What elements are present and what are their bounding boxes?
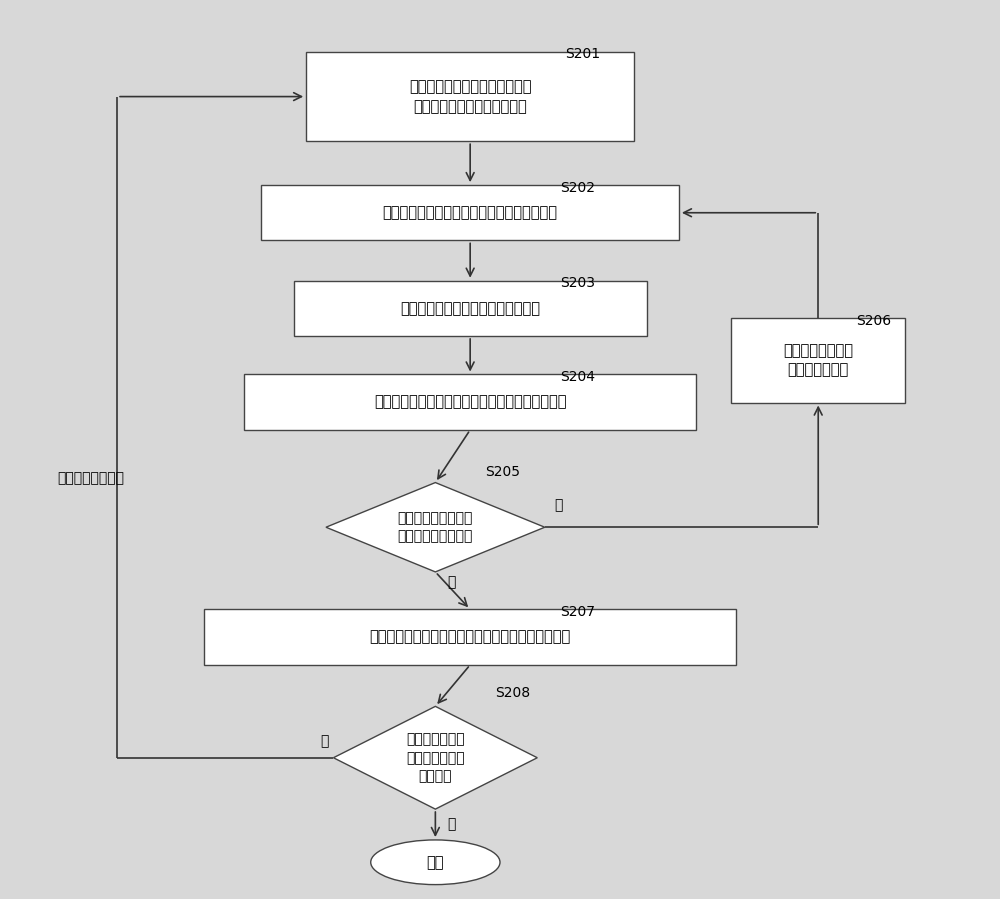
Text: 是: 是: [555, 498, 563, 512]
Text: 第二处理器核数是否
小于第一处理器核数: 第二处理器核数是否 小于第一处理器核数: [398, 511, 473, 543]
Text: 将备份数组的内容
赋值给计算数组: 将备份数组的内容 赋值给计算数组: [783, 343, 853, 378]
FancyBboxPatch shape: [261, 185, 679, 240]
Text: S208: S208: [495, 687, 530, 700]
Text: 将计算课题的计算数组的内容赋
值给所述计算数组的备份数组: 将计算课题的计算数组的内容赋 值给所述计算数组的备份数组: [409, 79, 531, 114]
Text: 否: 否: [447, 574, 456, 589]
Text: S207: S207: [560, 605, 595, 619]
Text: S201: S201: [565, 47, 600, 61]
Text: S205: S205: [485, 465, 520, 479]
Text: 统计可用处理器核数，以获得第一处理器核数: 统计可用处理器核数，以获得第一处理器核数: [383, 205, 558, 220]
Text: 结束: 结束: [427, 855, 444, 869]
FancyBboxPatch shape: [244, 375, 696, 430]
FancyBboxPatch shape: [204, 610, 736, 665]
Text: 否: 否: [320, 734, 328, 749]
FancyBboxPatch shape: [294, 280, 647, 336]
FancyBboxPatch shape: [731, 317, 905, 403]
Text: S204: S204: [560, 370, 595, 384]
Text: S206: S206: [856, 314, 891, 328]
Text: S203: S203: [560, 276, 595, 290]
Text: S202: S202: [560, 181, 595, 195]
Text: 下一核心计算模块: 下一核心计算模块: [57, 471, 124, 485]
Text: 再次统计可用处理器核数，以获得第二处理器核数: 再次统计可用处理器核数，以获得第二处理器核数: [374, 395, 566, 410]
Ellipse shape: [371, 840, 500, 885]
FancyBboxPatch shape: [306, 52, 634, 141]
Text: 该时间步的所有
核心计算模块是
否处理完: 该时间步的所有 核心计算模块是 否处理完: [406, 733, 465, 783]
Text: 统计完成该核心计算模块的每个处理器核所用的时间: 统计完成该核心计算模块的每个处理器核所用的时间: [370, 629, 571, 645]
Text: 可用处理器核并行运算核心计算模块: 可用处理器核并行运算核心计算模块: [400, 301, 540, 316]
Polygon shape: [333, 707, 537, 809]
Text: 是: 是: [447, 817, 456, 832]
Polygon shape: [326, 483, 545, 572]
